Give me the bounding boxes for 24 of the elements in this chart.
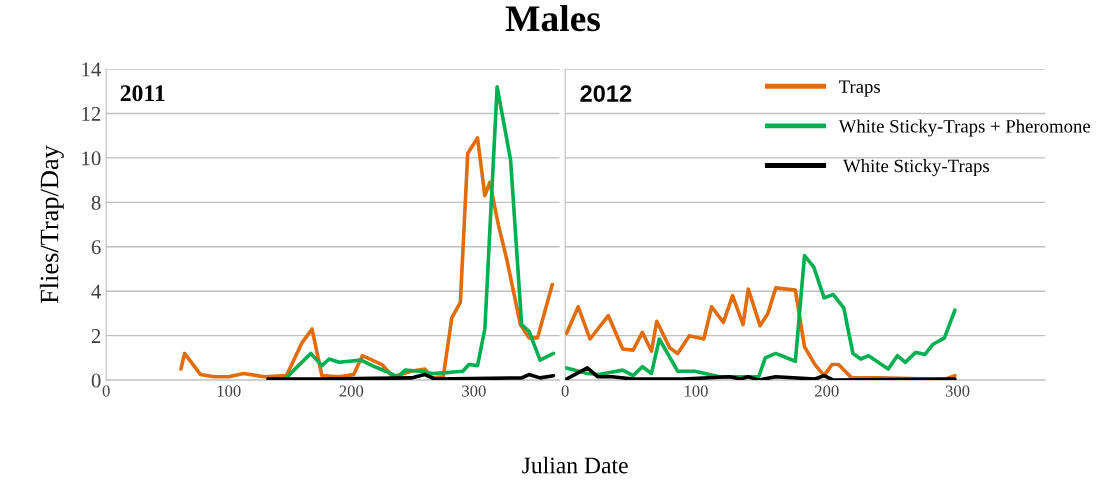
y-tick-label: 12: [82, 106, 101, 121]
x-tick-label: 300: [945, 385, 970, 397]
x-tick-label: 200: [814, 385, 839, 397]
legend-label: White Sticky-Traps + Pheromone: [838, 119, 1091, 137]
legend-label: Traps: [838, 80, 880, 97]
x-tick-label: 200: [339, 385, 364, 397]
annotation: 2011: [120, 85, 165, 102]
annotation: 2012: [580, 85, 632, 102]
y-tick-label: 2: [91, 329, 101, 343]
x-tick-label: 100: [684, 385, 708, 397]
x-tick-label: 100: [217, 385, 241, 397]
y-tick-label: 10: [82, 151, 101, 166]
x-tick-label: 0: [561, 385, 569, 397]
y-tick-label: 8: [91, 195, 101, 210]
x-tick-label: 300: [462, 385, 486, 397]
y-axis-title: Flies/Trap/Day: [39, 145, 64, 304]
y-tick-label: 6: [91, 240, 101, 255]
legend-label: White Sticky-Traps: [843, 159, 990, 177]
x-axis-title: Julian Date: [522, 456, 628, 474]
chart-title: Males: [505, 4, 600, 32]
y-tick-label: 4: [91, 284, 101, 299]
x-tick-label: 0: [102, 385, 110, 397]
line-series: [284, 84, 556, 380]
y-tick-label: 14: [82, 62, 101, 77]
